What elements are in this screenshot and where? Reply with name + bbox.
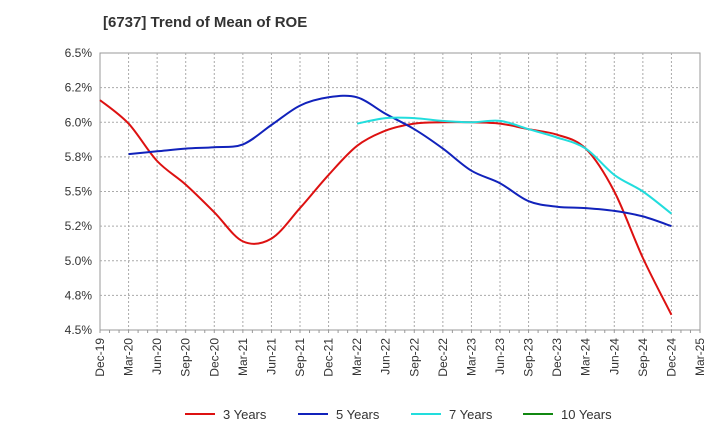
legend-label: 10 Years xyxy=(561,407,612,422)
y-tick-label: 6.5% xyxy=(65,46,93,60)
x-tick-label: Dec-21 xyxy=(322,338,336,377)
legend-label: 5 Years xyxy=(336,407,380,422)
y-tick-label: 5.8% xyxy=(65,150,93,164)
x-tick-label: Mar-20 xyxy=(122,338,136,376)
y-tick-label: 5.2% xyxy=(65,219,93,233)
x-tick-label: Mar-25 xyxy=(693,338,707,376)
x-tick-label: Jun-23 xyxy=(493,338,507,375)
x-tick-label: Mar-24 xyxy=(579,338,593,376)
x-tick-label: Sep-22 xyxy=(407,338,421,377)
x-tick-label: Sep-23 xyxy=(522,338,536,377)
x-tick-label: Sep-21 xyxy=(293,338,307,377)
legend: 3 Years 5 Years 7 Years 10 Years xyxy=(185,407,612,422)
x-tick-label: Dec-23 xyxy=(550,338,564,377)
y-tick-label: 4.5% xyxy=(65,323,93,337)
y-tick-label: 4.8% xyxy=(65,288,93,302)
x-tick-label: Sep-20 xyxy=(179,338,193,377)
x-tick-label: Jun-20 xyxy=(150,338,164,375)
x-tick-label: Sep-24 xyxy=(636,338,650,377)
series-lines xyxy=(99,94,673,316)
y-tick-label: 5.0% xyxy=(65,254,93,268)
x-tick-label: Jun-24 xyxy=(607,338,621,375)
x-tick-label: Mar-21 xyxy=(236,338,250,376)
grid-lines xyxy=(99,53,701,333)
x-tick-label: Dec-24 xyxy=(664,338,678,377)
series-line-5-years xyxy=(128,94,672,228)
y-tick-label: 6.0% xyxy=(65,115,93,129)
x-tick-label: Mar-22 xyxy=(350,338,364,376)
y-tick-label: 6.2% xyxy=(65,81,93,95)
x-tick-label: Mar-23 xyxy=(464,338,478,376)
series-line-3-years xyxy=(99,99,673,316)
x-tick-label: Dec-20 xyxy=(207,338,221,377)
x-tick-label: Jun-22 xyxy=(379,338,393,375)
x-tick-label: Jun-21 xyxy=(264,338,278,375)
legend-label: 7 Years xyxy=(449,407,493,422)
y-tick-label: 5.5% xyxy=(65,185,93,199)
chart-title: [6737] Trend of Mean of ROE xyxy=(103,14,308,31)
y-axis-tick-labels: 4.5% 4.8% 5.0% 5.2% 5.5% 5.8% 6.0% 6.2% 6.5% xyxy=(65,46,93,337)
legend-label: 3 Years xyxy=(223,407,267,422)
series-line-7-years xyxy=(356,116,673,215)
x-axis-tick-labels: Dec-19 Mar-20 Jun-20 Sep-20 Dec-20 Mar-21 Jun-… xyxy=(93,338,707,377)
x-tick-label: Dec-22 xyxy=(436,338,450,377)
x-tick-label: Dec-19 xyxy=(93,338,107,377)
